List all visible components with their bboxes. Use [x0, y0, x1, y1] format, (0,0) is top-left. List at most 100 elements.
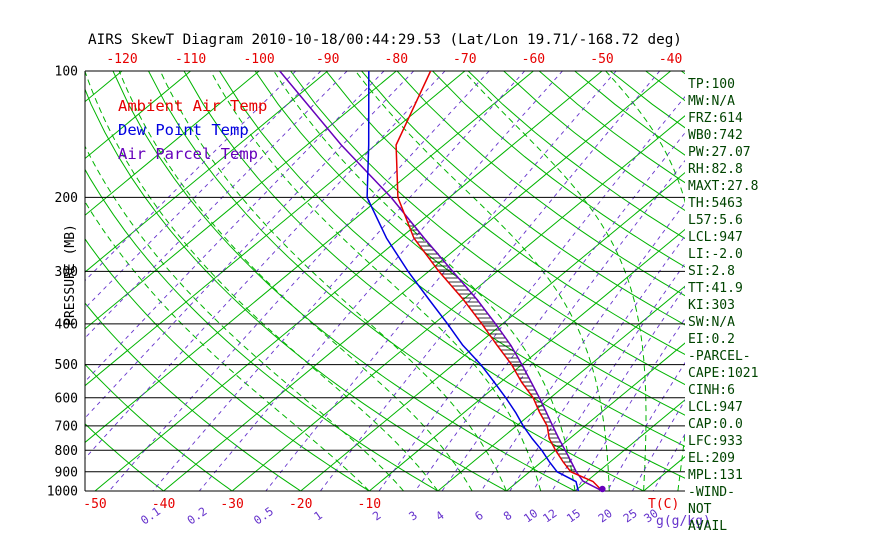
chart-generated-layers [0, 70, 870, 493]
dry-adiabat-line [85, 238, 370, 491]
top-temp-tick-label: -70 [453, 52, 476, 67]
index-line: KI:303 [688, 298, 735, 313]
cape-hatching [406, 217, 578, 475]
moist-adiabat-line [85, 71, 439, 491]
moist-adiabat-line [159, 71, 507, 491]
mixing-ratio-line [320, 71, 661, 491]
index-line: TP:100 [688, 77, 735, 92]
index-line: -WIND- [688, 485, 735, 500]
dry-adiabat-line [148, 71, 644, 491]
isotherm-line [0, 71, 53, 491]
dry-adiabat-line [85, 88, 507, 491]
moist-adiabat-line [273, 71, 576, 491]
moist-adiabat-line [210, 71, 542, 491]
mixing-ratio-tick-label: 2 [370, 508, 384, 523]
pressure-tick-label: 500 [55, 358, 78, 373]
index-line: SW:N/A [688, 315, 735, 330]
temp-unit-label: T(C) [648, 497, 679, 512]
top-temp-tick-label: -120 [106, 52, 137, 67]
top-temp-tick-label: -100 [243, 52, 274, 67]
mixing-ratio-line [480, 202, 685, 491]
dry-adiabat-line [503, 71, 685, 212]
isotherm-line [94, 71, 603, 491]
dry-adiabat-line [290, 71, 685, 386]
surface-parcel-marker [599, 485, 606, 493]
pressure-tick-label: 900 [55, 465, 78, 480]
isotherm-line [85, 71, 534, 444]
isotherm-line [506, 342, 685, 491]
mixing-ratio-tick-label: 15 [564, 506, 583, 525]
isotherm-line [437, 285, 685, 491]
mixing-ratio-tick-label: 25 [620, 506, 639, 525]
mixing-ratio-tick-label: 1 [311, 508, 325, 523]
top-temp-tick-label: -50 [590, 52, 613, 67]
index-line: EI:0.2 [688, 332, 735, 347]
mixing-ratio-tick-label: 0.5 [251, 504, 276, 527]
dry-adiabat-line [325, 71, 685, 356]
mixing-ratio-line [85, 71, 446, 459]
top-temp-tick-label: -40 [659, 52, 682, 67]
mixing-ratio-line [441, 159, 685, 491]
isotherm-line [574, 399, 685, 491]
mixing-ratio-tick-label: 4 [433, 508, 447, 523]
pressure-grid [84, 70, 685, 492]
top-temp-tick-label: -80 [385, 52, 408, 67]
top-temp-tick-label: -110 [175, 52, 206, 67]
moist-adiabat-line [85, 200, 370, 491]
mixing-ratio-line [652, 433, 685, 491]
mixing-ratio-line [378, 96, 685, 491]
mixing-ratio-line [152, 71, 526, 491]
ambient-air-temp-curve [395, 71, 603, 491]
pressure-tick-label: 400 [55, 317, 78, 332]
dry-adiabat-line [361, 71, 685, 326]
mixing-ratio-tick-label: 20 [595, 506, 614, 525]
index-line: AVAIL [688, 519, 728, 534]
dry-adiabat-line [85, 168, 439, 491]
index-line: MAXT:27.8 [688, 179, 759, 194]
mixing-ratio-line [85, 71, 348, 339]
bottom-temp-tick-label: -40 [152, 497, 175, 512]
index-line: PW:27.07 [688, 145, 751, 160]
isotherm-line [300, 171, 685, 491]
index-line: LI:-2.0 [688, 247, 743, 262]
dry-adiabat-line [183, 71, 685, 479]
bottom-temp-tick-label: -10 [358, 497, 381, 512]
index-line: WB0:742 [688, 128, 743, 143]
moist-adiabat-line [118, 71, 473, 491]
legend-dew-point-temp: Dew Point Temp [118, 121, 249, 139]
dry-adiabat-lines [85, 71, 685, 491]
mixing-ratio-line [265, 71, 617, 491]
moist-adiabat-lines [85, 71, 870, 491]
mixing-ratio-line [85, 71, 322, 309]
moist-adiabat-line [85, 145, 404, 491]
chart-title: AIRS SkewT Diagram 2010-10-18/00:44:29.5… [88, 32, 682, 48]
dry-adiabat-line [432, 71, 685, 268]
isotherm-line [85, 71, 397, 330]
dry-adiabat-line [85, 363, 233, 491]
top-temp-tick-label: -60 [522, 52, 545, 67]
air-parcel-temp-curve [279, 71, 603, 491]
index-line: MPL:131 [688, 468, 743, 483]
index-line: LFC:933 [688, 434, 743, 449]
pressure-tick-label: 800 [55, 444, 78, 459]
dry-adiabat-line [254, 71, 685, 416]
moist-adiabat-line [781, 71, 870, 491]
mixing-ratio-line [575, 317, 685, 491]
moist-adiabat-line [355, 71, 610, 491]
legend-ambient-air-temp: Ambient Air Temp [118, 97, 267, 115]
pressure-axis-label: PRESSURE (MB) [63, 224, 78, 326]
index-line: CAP:0.0 [688, 417, 743, 432]
isotherm-line [85, 71, 260, 216]
pressure-tick-label: 200 [55, 191, 78, 206]
index-line: L57:5.6 [688, 213, 743, 228]
dry-adiabat-line [85, 423, 164, 491]
bottom-temp-tick-label: -30 [220, 497, 243, 512]
legend-air-parcel-temp: Air Parcel Temp [118, 145, 258, 163]
dry-adiabat-line [219, 71, 685, 447]
pressure-tick-label: 700 [55, 419, 78, 434]
mixing-ratio-tick-label: 6 [472, 508, 486, 523]
isotherm-line [85, 71, 329, 273]
mixing-ratio-tick-label: 3 [406, 508, 420, 523]
mixing-ratio-tick-label: 0.2 [184, 504, 209, 527]
